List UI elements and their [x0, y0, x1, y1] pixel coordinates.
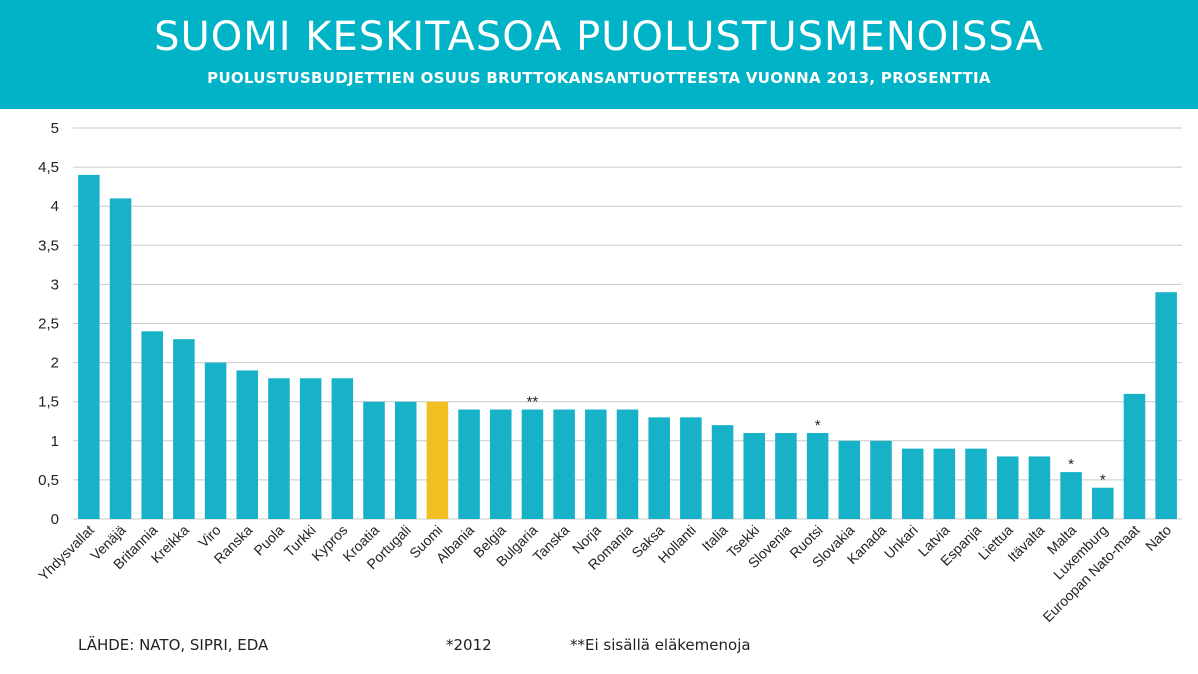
bar: [426, 401, 449, 519]
bar: [933, 448, 956, 519]
bar: [965, 448, 987, 519]
bar: [648, 417, 670, 519]
bar: [616, 409, 639, 519]
bar: [109, 198, 132, 519]
y-tick-label: 1: [51, 433, 59, 450]
bar: [996, 456, 1019, 519]
chart-subtitle: PUOLUSTUSBUDJETTIEN OSUUS BRUTTOKANSANTU…: [207, 69, 991, 87]
bar: [1123, 393, 1146, 519]
x-tick-label: Nato: [1142, 522, 1174, 554]
bar: [1028, 456, 1051, 519]
bar: [236, 370, 259, 519]
bar: [553, 409, 575, 519]
bar: [1060, 472, 1082, 519]
bar: [299, 378, 322, 519]
bar: [901, 448, 924, 519]
source-note: LÄHDE: NATO, SIPRI, EDA: [78, 636, 269, 654]
y-tick-label: 4,5: [38, 159, 59, 176]
bar: [1092, 487, 1114, 519]
y-tick-label: 3,5: [38, 237, 59, 254]
y-tick-label: 0,5: [38, 472, 59, 489]
y-tick-label: 3: [51, 276, 59, 293]
bar: [204, 362, 227, 519]
bar: [775, 432, 797, 519]
x-tick-label: Tanska: [530, 522, 573, 565]
footnote-pension: **Ei sisällä eläkemenoja: [570, 636, 751, 654]
y-tick-label: 1,5: [38, 394, 59, 411]
bar: [78, 174, 100, 520]
bar: [173, 339, 195, 519]
bar-marker: *: [815, 417, 821, 434]
bar: [268, 378, 290, 519]
y-tick-label: 2,5: [38, 316, 59, 333]
bar: [585, 409, 607, 519]
bar: [806, 432, 829, 519]
bar: [1155, 292, 1177, 519]
bar-marker: *: [1068, 456, 1074, 473]
bar: [394, 401, 417, 519]
bar: [521, 409, 544, 519]
bar: [743, 432, 766, 519]
bar: [331, 378, 354, 519]
footnote-2012: *2012: [446, 636, 492, 654]
bar: [141, 331, 163, 519]
y-tick-label: 5: [51, 120, 59, 137]
bar: [680, 417, 702, 519]
header-banner: SUOMI KESKITASOA PUOLUSTUSMENOISSA PUOLU…: [0, 0, 1198, 109]
bar: [458, 409, 480, 519]
bar-marker: **: [527, 394, 539, 411]
x-tick-label: Puola: [250, 522, 287, 559]
bar: [838, 440, 861, 519]
bar: [489, 409, 512, 519]
y-tick-label: 0: [51, 511, 59, 528]
bar: [870, 440, 892, 519]
x-tick-label: Unkari: [881, 522, 921, 562]
bar-marker: *: [1100, 472, 1106, 489]
bar: [363, 401, 385, 519]
bar: [711, 425, 734, 519]
y-tick-label: 2: [51, 355, 59, 372]
chart-title: SUOMI KESKITASOA PUOLUSTUSMENOISSA: [154, 14, 1044, 60]
y-tick-label: 4: [51, 198, 59, 215]
bar-chart: 00,511,522,533,544,55YhdysvallatVenäjäBr…: [35, 120, 1182, 625]
